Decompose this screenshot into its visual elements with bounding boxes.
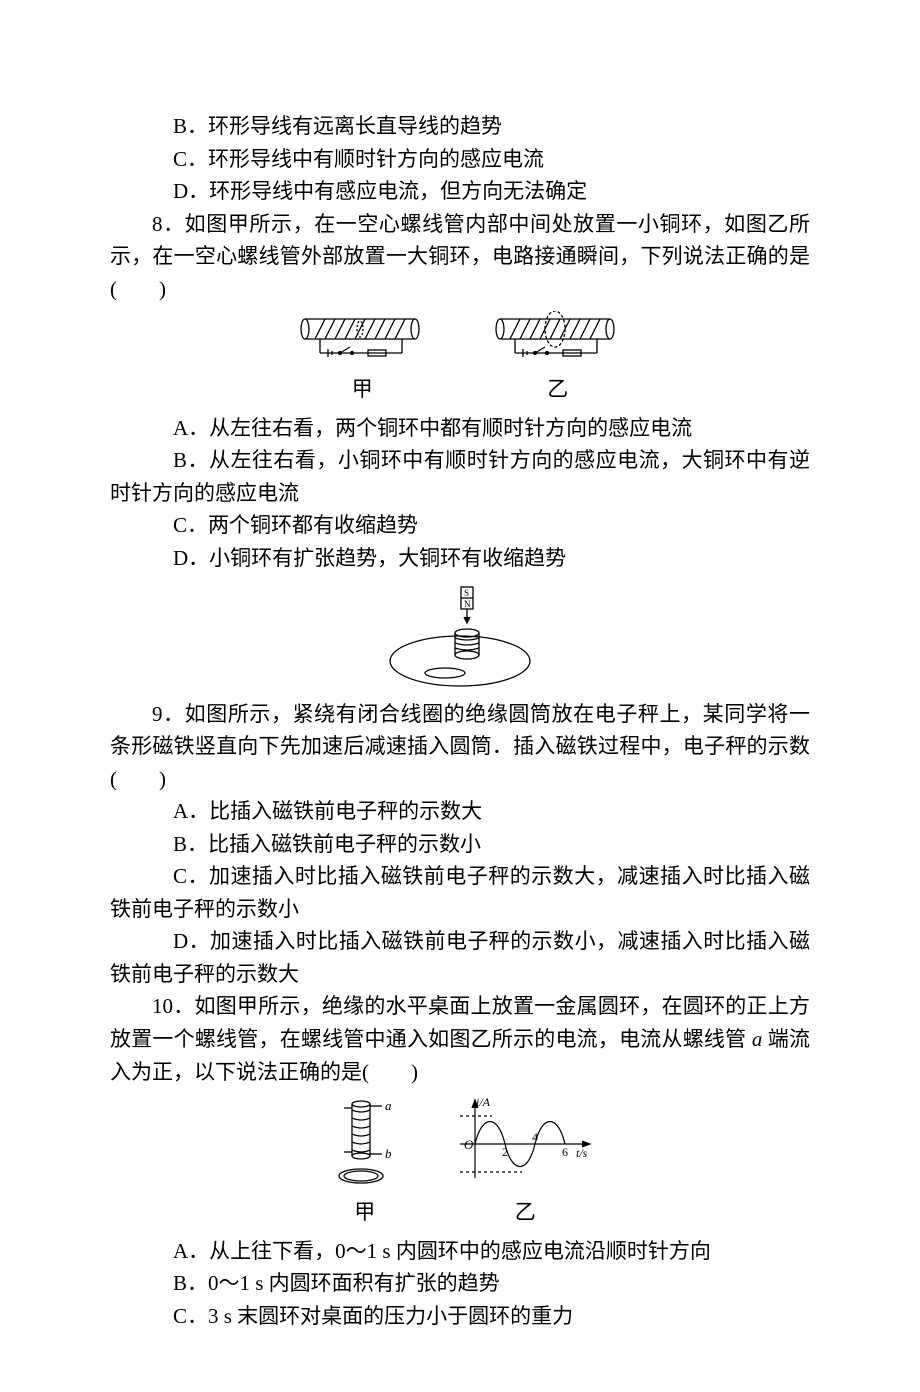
q9-option-c: C．加速插入时比插入磁铁前电子秤的示数大，减速插入时比插入磁铁前电子秤的示数小 xyxy=(110,860,810,925)
q8-option-d: D．小铜环有扩张趋势，大铜环有收缩趋势 xyxy=(110,542,810,575)
q8-figure-row xyxy=(110,311,810,371)
q8-option-b: B．从左往右看，小铜环中有顺时针方向的感应电流，大铜环中有逆时针方向的感应电流 xyxy=(110,444,810,509)
q9-option-a: A．比插入磁铁前电子秤的示数大 xyxy=(110,795,810,828)
q8-option-a: A．从左往右看，两个铜环中都有顺时针方向的感应电流 xyxy=(110,412,810,445)
svg-text:S: S xyxy=(464,588,469,598)
q10-figure-jia: a b xyxy=(320,1094,410,1194)
graph-x-label: t/s xyxy=(576,1146,588,1160)
q9-option-d: D．加速插入时比插入磁铁前电子秤的示数小，减速插入时比插入磁铁前电子秤的示数大 xyxy=(110,925,810,990)
q10-figure-row: a b O 2 4 6 i/A t/s xyxy=(110,1094,810,1194)
svg-text:N: N xyxy=(464,599,471,609)
svg-text:b: b xyxy=(385,1146,392,1161)
q10-stem-part-a: 10．如图甲所示，绝缘的水平桌面上放置一金属圆环，在圆环的正上方放置一个螺线管，… xyxy=(110,994,810,1051)
q8-option-c: C．两个铜环都有收缩趋势 xyxy=(110,509,810,542)
q8-figure-yi xyxy=(485,311,630,371)
graph-origin: O xyxy=(464,1137,474,1152)
q7-option-d: D．环形导线中有感应电流，但方向无法确定 xyxy=(110,175,810,208)
q10-figure-yi: O 2 4 6 i/A t/s xyxy=(450,1094,600,1194)
graph-y-label: i/A xyxy=(476,1095,491,1109)
graph-tick-6: 6 xyxy=(562,1145,568,1159)
q10-option-c: C．3 s 末圆环对桌面的压力小于圆环的重力 xyxy=(110,1300,810,1333)
graph-tick-2: 2 xyxy=(502,1145,508,1159)
q10-figure-labels: 甲 乙 xyxy=(110,1196,810,1229)
q8-label-jia: 甲 xyxy=(290,373,435,406)
q10-option-b: B．0～1 s 内圆环面积有扩张的趋势 xyxy=(110,1267,810,1300)
q10-stem: 10．如图甲所示，绝缘的水平桌面上放置一金属圆环，在圆环的正上方放置一个螺线管，… xyxy=(110,990,810,1088)
q10-a-letter: a xyxy=(752,1027,763,1051)
q7-option-b: B．环形导线有远离长直导线的趋势 xyxy=(110,110,810,143)
q10-label-yi: 乙 xyxy=(450,1196,600,1229)
q9-stem: 9．如图所示，紧绕有闭合线圈的绝缘圆筒放在电子秤上，某同学将一条形磁铁竖直向下先… xyxy=(110,698,810,796)
q8-stem: 8．如图甲所示，在一空心螺线管内部中间处放置一小铜环，如图乙所示，在一空心螺线管… xyxy=(110,208,810,306)
q7-option-c: C．环形导线中有顺时针方向的感应电流 xyxy=(110,143,810,176)
q9-option-b: B．比插入磁铁前电子秤的示数小 xyxy=(110,828,810,861)
q8-label-yi: 乙 xyxy=(485,373,630,406)
q10-label-jia: 甲 xyxy=(320,1196,410,1229)
q8-figure-labels: 甲 乙 xyxy=(110,373,810,406)
svg-text:a: a xyxy=(385,1098,392,1113)
q9-figure: S N xyxy=(110,581,810,696)
q10-option-a: A．从上往下看，0～1 s 内圆环中的感应电流沿顺时针方向 xyxy=(110,1235,810,1268)
graph-tick-4: 4 xyxy=(532,1130,538,1144)
q8-figure-jia xyxy=(290,311,435,371)
